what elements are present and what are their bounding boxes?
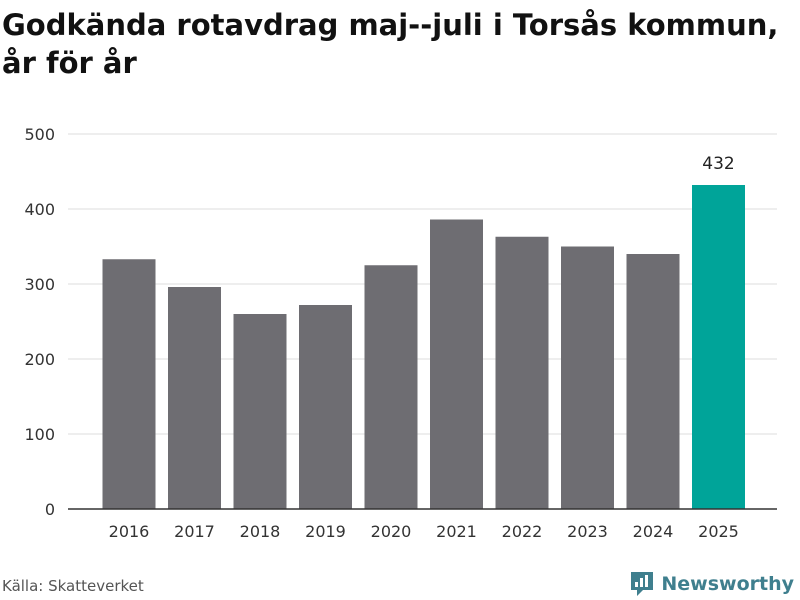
bar-2019	[299, 305, 352, 509]
x-tick-label: 2024	[633, 522, 674, 541]
bar-2020	[364, 265, 418, 509]
bar-2025	[692, 185, 745, 509]
source-note: Källa: Skatteverket	[2, 577, 144, 595]
x-tick-label: 2016	[109, 522, 150, 541]
bar-2023	[561, 246, 614, 509]
bar-2016	[102, 259, 156, 509]
bars	[102, 185, 745, 509]
x-tick-label: 2017	[174, 522, 215, 541]
x-tick-label: 2022	[502, 522, 543, 541]
y-tick-label: 400	[24, 200, 55, 219]
y-tick-label: 300	[24, 275, 55, 294]
y-tick-label: 500	[24, 125, 55, 144]
brand-logo: Newsworthy	[629, 570, 794, 598]
x-tick-label: 2018	[240, 522, 281, 541]
bar-2024	[626, 254, 680, 509]
y-tick-label: 200	[24, 350, 55, 369]
data-labels: 432	[702, 154, 734, 174]
brand-name: Newsworthy	[661, 573, 794, 595]
x-tick-label: 2023	[567, 522, 608, 541]
data-label: 432	[702, 154, 734, 174]
x-tick-label: 2021	[436, 522, 477, 541]
bar-2022	[495, 236, 549, 509]
x-axis-ticks: 2016 2017 2018 2019 2020 2021 2022 2023 2024 2025	[109, 522, 739, 541]
y-tick-label: 0	[45, 500, 55, 519]
y-tick-label: 100	[24, 425, 55, 444]
bar-2017	[168, 287, 221, 509]
bar-2021	[430, 219, 483, 509]
bar-2018	[233, 314, 287, 509]
newsworthy-logo-icon	[631, 572, 654, 596]
x-tick-label: 2019	[305, 522, 346, 541]
x-tick-label: 2020	[371, 522, 412, 541]
y-axis-ticks: 0 100 200 300 400 500	[24, 125, 55, 519]
x-tick-label: 2025	[698, 522, 739, 541]
chart-title: Godkända rotavdrag maj--juli i Torsås ko…	[2, 8, 779, 80]
